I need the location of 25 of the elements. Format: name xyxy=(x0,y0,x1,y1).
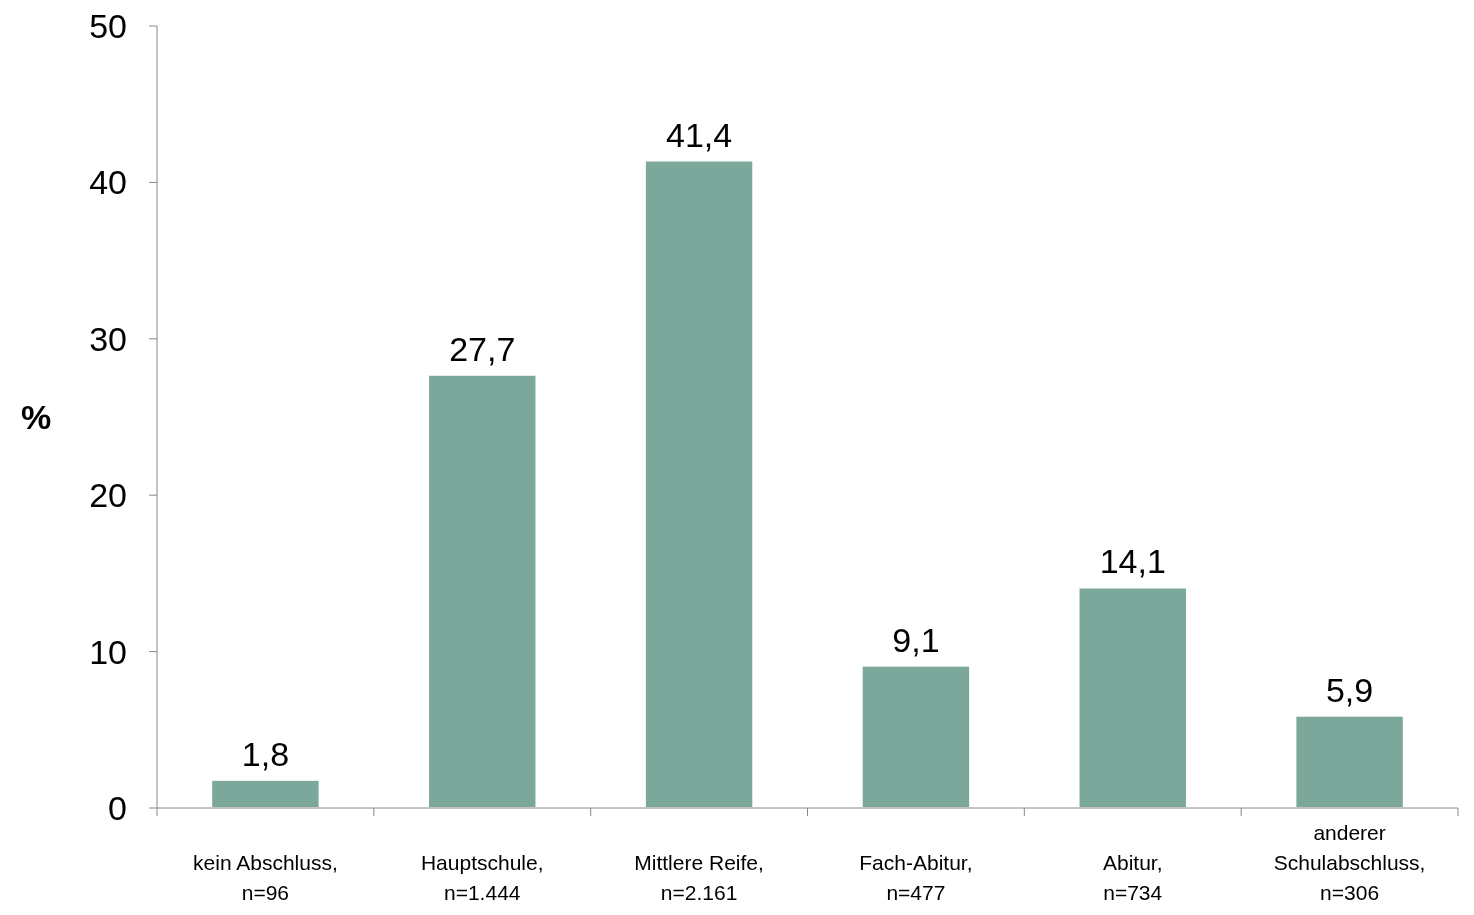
x-tick-label: Mittlere Reife, n=2.161 xyxy=(634,851,764,904)
x-tick-label: Abitur, n=734 xyxy=(1102,851,1163,904)
x-tick-label: Hauptschule, n=1.444 xyxy=(420,851,544,904)
x-tick-label: kein Abschluss, n=96 xyxy=(193,851,338,904)
y-tick-label: 0 xyxy=(108,788,127,827)
x-tick-label: anderer Schulabschluss, n=306 xyxy=(1273,821,1426,904)
y-tick-label: 10 xyxy=(89,632,127,671)
bar xyxy=(1294,714,1405,809)
y-tick-label: 50 xyxy=(89,6,127,45)
bar xyxy=(210,778,321,809)
bar xyxy=(427,373,538,809)
y-axis-title: % xyxy=(20,398,52,436)
data-label: 5,9 xyxy=(1325,670,1374,709)
data-label: 41,4 xyxy=(665,115,733,154)
data-label: 27,7 xyxy=(449,329,516,368)
y-tick-label: 40 xyxy=(89,163,127,202)
data-label: 14,1 xyxy=(1099,542,1166,581)
y-tick-label: 20 xyxy=(89,476,127,515)
bar xyxy=(643,159,755,809)
data-label: 9,1 xyxy=(892,620,940,659)
bar xyxy=(1077,586,1188,809)
bar xyxy=(860,664,972,809)
x-tick-label: Fach-Abitur, n=477 xyxy=(859,851,973,904)
y-tick-label: 30 xyxy=(89,319,127,358)
data-label: 1,8 xyxy=(241,734,290,773)
